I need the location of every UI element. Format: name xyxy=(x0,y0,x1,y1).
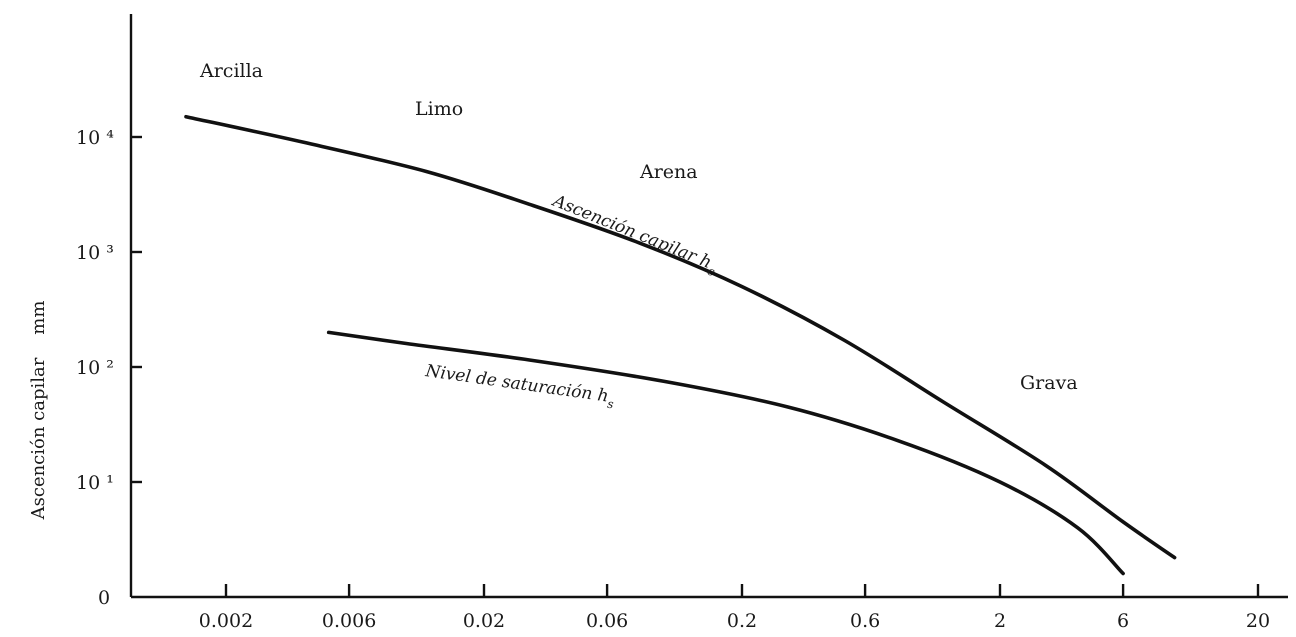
y-tick-label: 10 ² xyxy=(76,357,114,379)
y-axis-title: Ascención capilar mm xyxy=(28,301,49,521)
x-tick-label: 0.2 xyxy=(727,610,757,632)
region-label-grava: Grava xyxy=(1020,372,1078,394)
axes xyxy=(129,14,1288,599)
x-tick-label: 0.02 xyxy=(463,610,505,632)
curve-label-capillary-rise-text: Ascención capilar h xyxy=(548,190,714,273)
x-tick-label: 0.006 xyxy=(322,610,376,632)
y-tick-label: 10 ¹ xyxy=(76,472,114,494)
curve-label-capillary-rise: Ascención capilar hc xyxy=(547,190,721,279)
x-tick-label: 20 xyxy=(1246,610,1270,632)
region-label-limo: Limo xyxy=(415,98,463,120)
curves xyxy=(184,114,1177,576)
x-tick-label: 0.002 xyxy=(199,610,253,632)
series-line-capillary-rise xyxy=(184,114,1177,560)
region-label-arena: Arena xyxy=(639,161,698,183)
y-axis-title-text: Ascención capilar mm xyxy=(28,301,49,521)
region-label-arcilla: Arcilla xyxy=(199,60,263,82)
series-line-saturation xyxy=(326,330,1125,576)
y-tick-label: 10 ³ xyxy=(76,242,114,264)
y-tick-label: 0 xyxy=(98,587,110,609)
y-ticks: 0 10 ¹ 10 ² 10 ³ 10 ⁴ xyxy=(76,127,142,609)
y-tick-label: 10 ⁴ xyxy=(76,127,114,149)
curve-label-capillary-rise-sub: c xyxy=(705,264,717,280)
curve-label-saturation-sub: s xyxy=(607,397,615,412)
x-tick-label: 6 xyxy=(1117,610,1129,632)
x-tick-label: 2 xyxy=(994,610,1006,632)
svg-text:Ascención capilar hc: Ascención capilar hc xyxy=(547,190,721,279)
x-ticks: 0.002 0.006 0.02 0.06 0.2 0.6 2 6 20 xyxy=(199,584,1270,632)
x-tick-label: 0.06 xyxy=(586,610,628,632)
x-tick-label: 0.6 xyxy=(850,610,880,632)
